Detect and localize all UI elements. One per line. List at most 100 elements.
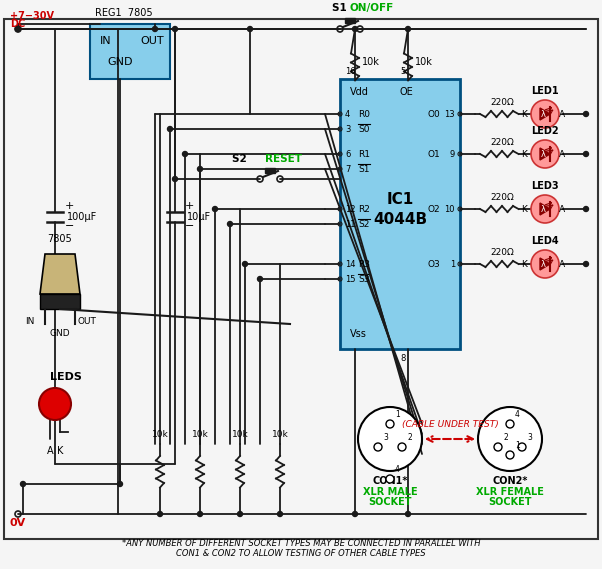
Text: 7805: 7805 bbox=[48, 234, 72, 244]
Text: 220Ω: 220Ω bbox=[490, 193, 514, 202]
Text: XLR FEMALE: XLR FEMALE bbox=[476, 487, 544, 497]
Text: 3: 3 bbox=[345, 125, 350, 134]
Circle shape bbox=[506, 451, 514, 459]
Circle shape bbox=[583, 207, 589, 212]
Text: 3: 3 bbox=[527, 433, 532, 442]
Circle shape bbox=[197, 512, 202, 517]
Text: K: K bbox=[521, 204, 527, 213]
Text: 10k: 10k bbox=[232, 430, 249, 439]
Text: SOCKET: SOCKET bbox=[368, 497, 412, 507]
Text: OUT: OUT bbox=[78, 316, 97, 325]
Circle shape bbox=[173, 27, 178, 31]
Text: IC1: IC1 bbox=[386, 192, 414, 207]
Text: O3: O3 bbox=[427, 259, 440, 269]
Text: 1: 1 bbox=[395, 410, 400, 419]
Circle shape bbox=[247, 27, 252, 31]
Text: λ: λ bbox=[541, 204, 545, 213]
Text: 2: 2 bbox=[503, 433, 507, 442]
Polygon shape bbox=[540, 108, 550, 120]
Text: K: K bbox=[521, 150, 527, 159]
Text: K: K bbox=[57, 446, 63, 456]
Circle shape bbox=[386, 420, 394, 428]
Bar bbox=[90, 24, 170, 79]
Text: XLR MALE: XLR MALE bbox=[362, 487, 417, 497]
Circle shape bbox=[152, 27, 158, 31]
Polygon shape bbox=[540, 148, 550, 160]
Circle shape bbox=[39, 388, 71, 420]
Text: λ: λ bbox=[541, 150, 545, 159]
Text: *ANY NUMBER OF DIFFERENT SOCKET TYPES MAY BE CONNECTED IN PARALLEL WITH
CON1 & C: *ANY NUMBER OF DIFFERENT SOCKET TYPES MA… bbox=[122, 539, 480, 558]
Text: S2: S2 bbox=[232, 154, 250, 164]
Circle shape bbox=[406, 512, 411, 517]
Circle shape bbox=[494, 443, 502, 451]
Text: S2: S2 bbox=[358, 220, 370, 229]
Text: RESET: RESET bbox=[265, 154, 302, 164]
Text: Vdd: Vdd bbox=[350, 87, 369, 97]
Text: 16: 16 bbox=[345, 67, 356, 76]
Text: 220Ω: 220Ω bbox=[490, 98, 514, 107]
Text: LED3: LED3 bbox=[531, 181, 559, 191]
Text: 220Ω: 220Ω bbox=[490, 138, 514, 147]
Text: IN: IN bbox=[26, 316, 35, 325]
Circle shape bbox=[353, 27, 358, 31]
Text: O0: O0 bbox=[427, 109, 440, 118]
Text: K: K bbox=[521, 109, 527, 118]
Text: R3: R3 bbox=[358, 259, 370, 269]
Text: CON2*: CON2* bbox=[492, 476, 528, 486]
Text: Vss: Vss bbox=[350, 329, 367, 339]
Circle shape bbox=[278, 512, 282, 517]
Text: 5: 5 bbox=[400, 67, 405, 76]
Text: A: A bbox=[559, 150, 565, 159]
Text: LED2: LED2 bbox=[531, 126, 559, 136]
Text: LED4: LED4 bbox=[531, 236, 559, 246]
Text: R2: R2 bbox=[358, 204, 370, 213]
Circle shape bbox=[374, 443, 382, 451]
Text: 9: 9 bbox=[450, 150, 455, 159]
Circle shape bbox=[182, 151, 187, 156]
Text: 4: 4 bbox=[395, 465, 400, 474]
Text: S0: S0 bbox=[358, 125, 370, 134]
Text: 4: 4 bbox=[515, 410, 520, 419]
Text: 10μF: 10μF bbox=[187, 212, 211, 221]
Bar bbox=[40, 294, 80, 309]
Circle shape bbox=[386, 475, 394, 483]
Text: 10: 10 bbox=[444, 204, 455, 213]
Text: 10k: 10k bbox=[191, 430, 208, 439]
Polygon shape bbox=[540, 258, 550, 270]
Text: 10k: 10k bbox=[152, 430, 169, 439]
Circle shape bbox=[167, 126, 173, 131]
Text: 3: 3 bbox=[383, 433, 388, 442]
Circle shape bbox=[518, 443, 526, 451]
Text: IN: IN bbox=[100, 36, 111, 46]
Circle shape bbox=[258, 277, 262, 282]
Circle shape bbox=[213, 207, 217, 212]
Bar bbox=[340, 79, 460, 349]
Circle shape bbox=[173, 176, 178, 182]
Circle shape bbox=[243, 262, 247, 266]
Text: +: + bbox=[185, 200, 194, 211]
Text: A: A bbox=[47, 446, 54, 456]
Text: 4044B: 4044B bbox=[373, 212, 427, 226]
Circle shape bbox=[238, 512, 243, 517]
Text: CON1*: CON1* bbox=[372, 476, 408, 486]
Circle shape bbox=[531, 140, 559, 168]
Text: λ: λ bbox=[541, 109, 545, 118]
Text: GND: GND bbox=[50, 329, 70, 338]
Circle shape bbox=[197, 167, 202, 171]
Text: R0: R0 bbox=[358, 109, 370, 118]
Circle shape bbox=[506, 420, 514, 428]
Polygon shape bbox=[540, 203, 550, 215]
Text: OE: OE bbox=[400, 87, 414, 97]
Circle shape bbox=[117, 481, 122, 486]
Text: 100μF: 100μF bbox=[67, 212, 98, 221]
Text: 4: 4 bbox=[345, 109, 350, 118]
Text: A: A bbox=[559, 259, 565, 269]
Circle shape bbox=[228, 221, 232, 226]
Text: 13: 13 bbox=[444, 109, 455, 118]
Circle shape bbox=[353, 512, 358, 517]
Circle shape bbox=[478, 407, 542, 471]
Text: 10k: 10k bbox=[272, 430, 288, 439]
Text: 220Ω: 220Ω bbox=[490, 248, 514, 257]
Text: 11: 11 bbox=[345, 220, 356, 229]
Circle shape bbox=[16, 27, 20, 31]
